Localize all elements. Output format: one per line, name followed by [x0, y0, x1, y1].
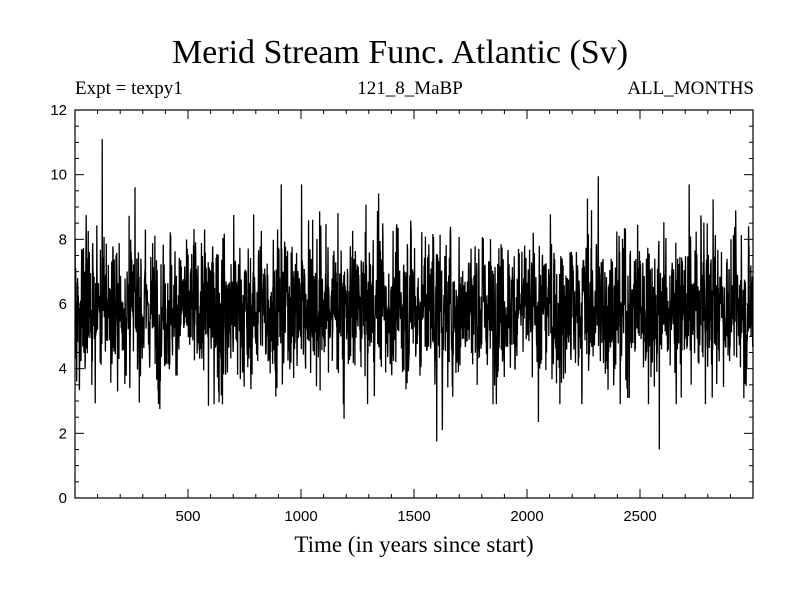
y-tick-label: 8: [59, 231, 67, 248]
y-tick-label: 12: [50, 102, 67, 119]
y-tick-label: 6: [59, 296, 67, 313]
y-tick-label: 0: [59, 490, 67, 507]
y-tick-label: 10: [50, 167, 67, 184]
chart-title: Merid Stream Func. Atlantic (Sv): [171, 34, 629, 71]
months-label: ALL_MONTHS: [627, 78, 754, 99]
y-tick-label: 4: [59, 361, 67, 378]
x-axis-label: Time (in years since start): [294, 532, 534, 557]
series-line: [74, 139, 754, 450]
x-tick-label: 500: [175, 508, 200, 525]
x-tick-label: 1000: [284, 508, 317, 525]
x-tick-label: 2500: [623, 508, 656, 525]
x-tick-label: 1500: [397, 508, 430, 525]
axis-ticks: [75, 109, 753, 499]
axis-tick-labels: 0 2 4 6 8 10 12 500 1000 1500 2000 2500: [50, 102, 656, 525]
run-label: 121_8_MaBP: [357, 78, 463, 99]
y-tick-label: 2: [59, 425, 67, 442]
experiment-label: Expt = texpy1: [75, 78, 183, 99]
x-tick-label: 2000: [510, 508, 543, 525]
